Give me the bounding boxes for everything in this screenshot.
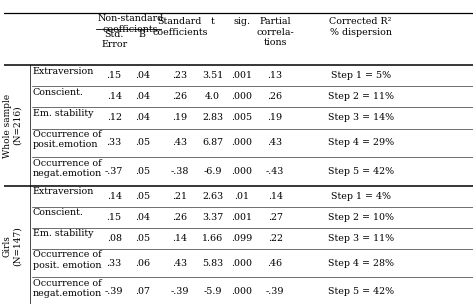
Text: Conscient.: Conscient.: [33, 208, 84, 217]
Text: 3.51: 3.51: [202, 71, 223, 80]
Text: .19: .19: [172, 113, 187, 123]
Text: .33: .33: [107, 138, 122, 147]
Text: .22: .22: [268, 234, 283, 243]
Text: Step 1 = 5%: Step 1 = 5%: [330, 71, 391, 80]
Text: .23: .23: [172, 71, 187, 80]
Text: Occurrence of
negat.emotion: Occurrence of negat.emotion: [33, 159, 102, 178]
Text: -.39: -.39: [105, 287, 123, 296]
Text: .43: .43: [172, 259, 187, 268]
Text: .14: .14: [107, 92, 122, 102]
Text: .05: .05: [135, 138, 150, 147]
Text: Partial
correla-
tions: Partial correla- tions: [256, 17, 294, 47]
Text: 5.83: 5.83: [202, 259, 223, 268]
Text: .27: .27: [268, 213, 283, 222]
Text: Occurrence of
posit. emotion: Occurrence of posit. emotion: [33, 250, 101, 270]
Text: B: B: [139, 29, 146, 39]
Text: -5.9: -5.9: [203, 287, 222, 296]
Text: 2.83: 2.83: [202, 113, 223, 123]
Text: Step 3 = 14%: Step 3 = 14%: [328, 113, 394, 123]
Text: Em. stability: Em. stability: [33, 109, 93, 118]
Text: .04: .04: [135, 213, 150, 222]
Text: .001: .001: [231, 71, 252, 80]
Text: -6.9: -6.9: [203, 167, 222, 176]
Text: .01: .01: [234, 192, 249, 201]
Text: Step 4 = 28%: Step 4 = 28%: [328, 259, 393, 268]
Text: Step 3 = 11%: Step 3 = 11%: [328, 234, 394, 243]
Text: t: t: [211, 17, 215, 26]
Text: .14: .14: [173, 234, 187, 243]
Text: .06: .06: [135, 259, 150, 268]
Text: .04: .04: [135, 71, 150, 80]
Text: 1.66: 1.66: [202, 234, 223, 243]
Text: 2.63: 2.63: [202, 192, 223, 201]
Text: -.38: -.38: [171, 167, 189, 176]
Text: .43: .43: [268, 138, 283, 147]
Text: Occurrence of
negat.emotion: Occurrence of negat.emotion: [33, 279, 102, 298]
Text: Std.
Error: Std. Error: [101, 29, 127, 49]
Text: .15: .15: [107, 71, 122, 80]
Text: .13: .13: [268, 71, 283, 80]
Text: .000: .000: [231, 167, 252, 176]
Text: 6.87: 6.87: [202, 138, 223, 147]
Text: Em. stability: Em. stability: [33, 229, 93, 238]
Text: Whole sample
(N=216): Whole sample (N=216): [2, 93, 22, 157]
Text: Conscient.: Conscient.: [33, 88, 84, 97]
Text: .099: .099: [231, 234, 253, 243]
Text: .05: .05: [135, 234, 150, 243]
Text: .000: .000: [231, 287, 252, 296]
Text: .07: .07: [135, 287, 150, 296]
Text: .19: .19: [268, 113, 283, 123]
Text: .08: .08: [107, 234, 122, 243]
Text: .05: .05: [135, 192, 150, 201]
Text: -.39: -.39: [266, 287, 284, 296]
Text: .33: .33: [107, 259, 122, 268]
Text: Extraversion: Extraversion: [33, 67, 94, 76]
Text: Step 2 = 11%: Step 2 = 11%: [328, 92, 393, 102]
Text: .26: .26: [268, 92, 283, 102]
Text: .14: .14: [107, 192, 122, 201]
Text: .14: .14: [268, 192, 283, 201]
Text: Step 1 = 4%: Step 1 = 4%: [331, 192, 391, 201]
Text: .12: .12: [107, 113, 122, 123]
Text: -.39: -.39: [171, 287, 189, 296]
Text: Occurrence of
posit.emotion: Occurrence of posit.emotion: [33, 130, 101, 150]
Text: Non-standard
coefficients: Non-standard coefficients: [98, 14, 164, 34]
Text: .000: .000: [231, 138, 252, 147]
Text: .46: .46: [268, 259, 283, 268]
Text: .000: .000: [231, 92, 252, 102]
Text: 4.0: 4.0: [205, 92, 220, 102]
Text: .001: .001: [231, 213, 252, 222]
Text: Step 4 = 29%: Step 4 = 29%: [328, 138, 394, 147]
Text: .005: .005: [231, 113, 252, 123]
Text: Corrected R²
% dispersion: Corrected R² % dispersion: [329, 17, 392, 37]
Text: sig.: sig.: [233, 17, 250, 26]
Text: Girls
(N=147): Girls (N=147): [2, 226, 22, 266]
Text: .26: .26: [172, 213, 187, 222]
Text: -.43: -.43: [266, 167, 284, 176]
Text: Step 5 = 42%: Step 5 = 42%: [328, 167, 394, 176]
Text: .43: .43: [172, 138, 187, 147]
Text: .05: .05: [135, 167, 150, 176]
Text: .26: .26: [172, 92, 187, 102]
Text: .000: .000: [231, 259, 252, 268]
Text: .04: .04: [135, 113, 150, 123]
Text: .04: .04: [135, 92, 150, 102]
Text: Extraversion: Extraversion: [33, 187, 94, 196]
Text: 3.37: 3.37: [202, 213, 223, 222]
Text: .21: .21: [173, 192, 187, 201]
Text: -.37: -.37: [105, 167, 123, 176]
Text: Step 2 = 10%: Step 2 = 10%: [328, 213, 393, 222]
Text: Step 5 = 42%: Step 5 = 42%: [328, 287, 394, 296]
Text: Standard
coefficients: Standard coefficients: [152, 17, 208, 37]
Text: .15: .15: [107, 213, 122, 222]
